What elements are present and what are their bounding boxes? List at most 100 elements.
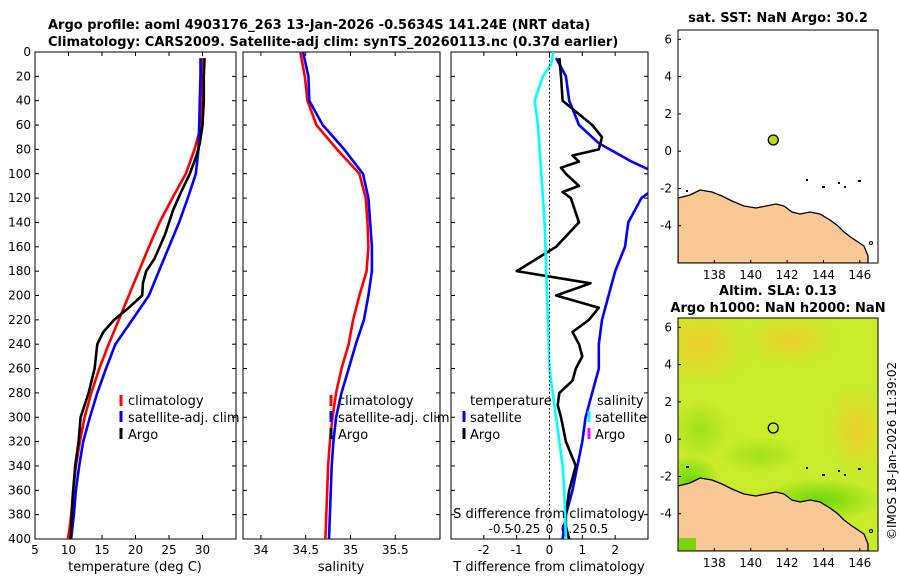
sla-islands	[686, 466, 873, 533]
sla-low-anomaly-c	[720, 437, 800, 473]
legend-label-argo: Argo	[338, 428, 368, 443]
y-tick-label: 280	[8, 386, 31, 400]
map-x-tick-label: 142	[776, 268, 799, 282]
y-tick-label: 180	[8, 264, 31, 278]
y-tick-label: 260	[8, 362, 31, 376]
difference-series	[515, 52, 648, 539]
series-line-satellite-adj-clim	[69, 58, 202, 539]
y-tick-label: 200	[8, 289, 31, 303]
difference-legend: temperature salinity satellite Argo sate…	[462, 394, 647, 443]
x-tick-label: 35	[343, 543, 358, 557]
x-tick-label: 15	[94, 543, 109, 557]
x-tick-label: -1	[511, 543, 523, 557]
sla-high-anomaly-nw	[678, 318, 750, 385]
y-tick-label: 40	[16, 94, 31, 108]
y-tick-label: 360	[8, 483, 31, 497]
series-line-satellite-adj-clim	[301, 52, 374, 539]
legend-label-satellite: satellite-adj. clim	[338, 411, 450, 426]
x-tick-label: 0	[546, 543, 554, 557]
y-tick-label: 100	[8, 167, 31, 181]
y-tick-label: 140	[8, 215, 31, 229]
y-tick-label: 20	[16, 69, 31, 83]
x-tick-label: 10	[61, 543, 76, 557]
sla-high-anomaly-ne	[828, 385, 878, 475]
temperature-axis-ticks: 0 20 40 60 80 100 120 140 160 180 200 220 240 260 280 3…	[8, 45, 236, 557]
map-x-tick-label: 144	[812, 268, 835, 282]
y-tick-label: 380	[8, 508, 31, 522]
legend-label-temp-argo: Argo	[470, 428, 500, 443]
map-y-tick-label: 6	[664, 32, 672, 46]
salinity-panel-frame	[242, 51, 441, 540]
temperature-xlabel: temperature (deg C)	[68, 560, 202, 575]
difference-xlabel: T difference from climatology	[452, 560, 645, 575]
sst-islands	[686, 179, 873, 245]
x-tick-label: 1	[579, 543, 587, 557]
y-tick-label: 120	[8, 191, 31, 205]
y-tick-label: 160	[8, 240, 31, 254]
sst-map-frame	[677, 29, 879, 264]
sst-map	[678, 30, 878, 263]
series-line-temperature-satellite	[554, 57, 648, 539]
imos-credit: ©IMOS 18-Jan-2026 11:39:02	[885, 362, 899, 540]
sla-land-southwest	[678, 538, 696, 551]
temperature-panel-frame	[34, 51, 237, 540]
sla-high-anomaly-n	[745, 318, 835, 365]
temperature-legend: climatology satellite-adj. clim Argo	[119, 394, 240, 443]
y-tick-label: 340	[8, 459, 31, 473]
map-y-tick-label: 6	[664, 320, 672, 334]
legend-label-sal-satellite: satellite	[595, 411, 647, 426]
map-x-tick-label: 140	[739, 268, 762, 282]
map-x-tick-label: 140	[739, 556, 762, 570]
temperature-series	[66, 58, 206, 539]
x-tick-label: 25	[161, 543, 176, 557]
map-y-tick-label: 2	[664, 395, 672, 409]
legend-label-climatology: climatology	[128, 394, 204, 409]
sla-map	[678, 318, 878, 551]
map-y-tick-label: -4	[660, 219, 672, 233]
sla-map-frame	[677, 317, 879, 552]
salinity-xlabel: salinity	[318, 560, 365, 575]
s-tick-label: 0.5	[589, 522, 608, 536]
legend-title-temperature: temperature	[470, 394, 552, 409]
x-tick-label: 2	[611, 543, 619, 557]
map-x-tick-label: 138	[703, 268, 726, 282]
y-tick-label: 400	[8, 532, 31, 546]
figure-title-line1: Argo profile: aoml 4903176_263 13-Jan-20…	[48, 18, 590, 33]
sst-map-title: sat. SST: NaN Argo: 30.2	[688, 11, 868, 26]
y-tick-label: 320	[8, 435, 31, 449]
series-line-salinity-satellite	[533, 52, 568, 539]
y-tick-label: 80	[16, 142, 31, 156]
map-y-tick-label: -2	[660, 469, 672, 483]
figure-title-line2-text: Climatology: CARS2009. Satellite-adj cli…	[48, 35, 618, 50]
map-x-tick-label: 138	[703, 556, 726, 570]
series-line-argo	[69, 58, 206, 539]
x-tick-label: -2	[478, 543, 490, 557]
map-y-tick-label: -2	[660, 181, 672, 195]
legend-title-salinity: salinity	[597, 394, 644, 409]
salinity-legend: climatology satellite-adj. clim Argo	[329, 394, 450, 443]
sla-low-anomaly-w	[678, 400, 730, 460]
map-x-tick-label: 142	[776, 556, 799, 570]
sst-land-new-guinea	[678, 189, 869, 263]
sst-argo-marker	[767, 134, 779, 146]
legend-label-argo: Argo	[128, 428, 158, 443]
map-y-tick-label: 4	[664, 70, 672, 84]
sla-land-new-guinea	[678, 477, 869, 551]
map-y-tick-label: 0	[664, 432, 672, 446]
series-line-climatology	[299, 52, 370, 539]
s-tick-label: -0.25	[509, 522, 540, 536]
map-y-tick-label: 0	[664, 144, 672, 158]
x-tick-label: 35.5	[382, 543, 409, 557]
y-tick-label: 240	[8, 337, 31, 351]
map-x-tick-label: 146	[848, 268, 871, 282]
s-tick-label: -0.5	[489, 522, 512, 536]
legend-label-climatology: climatology	[338, 394, 414, 409]
y-tick-label: 60	[16, 118, 31, 132]
y-tick-label: 300	[8, 410, 31, 424]
legend-label-temp-satellite: satellite	[470, 411, 522, 426]
sst-map-ticks: 138 140 142 144 146 -4 -2 0 2 4 6	[660, 32, 871, 282]
map-y-tick-label: 2	[664, 107, 672, 121]
sla-map-title-line1: Altim. SLA: 0.13	[719, 284, 837, 299]
salinity-axis-ticks: 34 34.5 35 35.5	[243, 51, 440, 557]
